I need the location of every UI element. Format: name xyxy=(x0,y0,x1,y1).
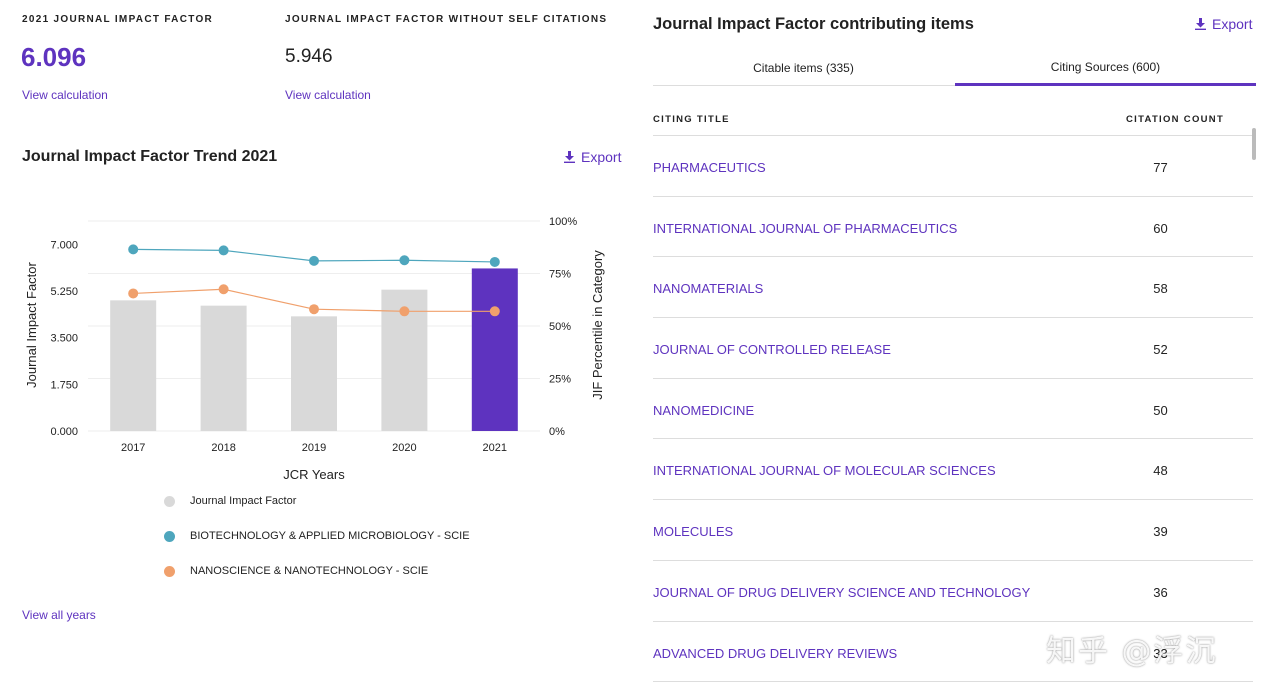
y2-tick-label: 0% xyxy=(549,426,565,438)
jif-bar xyxy=(291,316,337,431)
series-point xyxy=(218,245,229,256)
citation-count: 36 xyxy=(1153,584,1168,600)
jif-bar xyxy=(471,268,518,431)
legend-label-jif: Journal Impact Factor xyxy=(190,495,297,507)
trend-title: Journal Impact Factor Trend 2021 xyxy=(22,148,278,165)
tab-citable-items[interactable]: Citable items (335) xyxy=(753,61,854,75)
x-tick-label: 2019 xyxy=(302,442,326,454)
citing-title-link[interactable]: INTERNATIONAL JOURNAL OF MOLECULAR SCIEN… xyxy=(653,463,996,479)
y-tick-label: 3.500 xyxy=(50,333,78,345)
x-tick-label: 2021 xyxy=(483,442,507,454)
x-tick-label: 2017 xyxy=(121,442,145,454)
y-tick-label: 7.000 xyxy=(50,239,78,251)
legend-item-biotech: BIOTECHNOLOGY & APPLIED MICROBIOLOGY - S… xyxy=(164,530,470,542)
series-point xyxy=(399,306,410,317)
view-all-years-link[interactable]: View all years xyxy=(22,608,96,622)
table-row: JOURNAL OF DRUG DELIVERY SCIENCE AND TEC… xyxy=(653,561,1253,622)
x-tick-label: 2018 xyxy=(211,442,235,454)
jif-bar xyxy=(110,300,157,431)
series-point xyxy=(489,256,500,267)
jif-without-self-view-calculation-link[interactable]: View calculation xyxy=(285,88,371,102)
citation-count: 39 xyxy=(1153,524,1168,540)
legend-label-biotech: BIOTECHNOLOGY & APPLIED MICROBIOLOGY - S… xyxy=(190,530,470,542)
table-row: ADVANCED DRUG DELIVERY REVIEWS 33 xyxy=(653,622,1253,683)
jif-trend-chart: 0.000 1.750 3.500 5.250 7.000 0% 25% 50% 75% 100… xyxy=(24,216,605,482)
download-icon xyxy=(1195,18,1206,30)
column-header-citation-count[interactable]: CITATION COUNT xyxy=(1126,114,1225,125)
contrib-title: Journal Impact Factor contributing items xyxy=(653,15,974,33)
table-row: JOURNAL OF CONTROLLED RELEASE 52 xyxy=(653,318,1253,379)
watermark: 知乎 @浮沉 xyxy=(1046,634,1218,669)
table-row: PHARMACEUTICS 77 xyxy=(653,136,1253,197)
y-tick-label: 5.250 xyxy=(50,286,78,298)
legend-dot-nano xyxy=(164,565,175,577)
download-icon xyxy=(564,151,575,163)
series-point xyxy=(309,304,319,315)
jif-without-self-value: 5.946 xyxy=(285,46,333,67)
citing-title-link[interactable]: JOURNAL OF CONTROLLED RELEASE xyxy=(653,342,891,358)
citing-title-link[interactable]: INTERNATIONAL JOURNAL OF PHARMACEUTICS xyxy=(653,220,958,236)
legend-label-nano: NANOSCIENCE & NANOTECHNOLOGY - SCIE xyxy=(190,565,429,577)
citation-count: 77 xyxy=(1153,160,1168,175)
y2-axis-title: JIF Percentile in Category xyxy=(590,250,605,400)
x-axis-title: JCR Years xyxy=(283,467,345,482)
citing-title-link[interactable]: NANOMATERIALS xyxy=(653,281,764,297)
y2-tick-label: 100% xyxy=(549,216,577,228)
header-divider xyxy=(653,135,1253,136)
citation-count: 58 xyxy=(1153,281,1168,297)
series-point xyxy=(128,288,139,299)
table-row: NANOMEDICINE 50 xyxy=(653,379,1253,440)
contrib-export-button[interactable]: Export xyxy=(1195,16,1252,32)
citing-sources-table: PHARMACEUTICS 77 INTERNATIONAL JOURNAL OF … xyxy=(653,136,1253,683)
tab-citing-sources[interactable]: Citing Sources (600) xyxy=(955,50,1256,86)
citing-title-link[interactable]: JOURNAL OF DRUG DELIVERY SCIENCE AND TEC… xyxy=(653,584,1031,600)
column-header-citing-title[interactable]: CITING TITLE xyxy=(653,114,730,125)
jif-bar xyxy=(200,305,247,431)
y2-tick-label: 75% xyxy=(549,269,571,281)
citing-title-link[interactable]: PHARMACEUTICS xyxy=(653,160,766,175)
series-point xyxy=(309,255,319,266)
table-row: INTERNATIONAL JOURNAL OF PHARMACEUTICS 60 xyxy=(653,197,1253,258)
legend-dot-biotech xyxy=(164,530,175,542)
jif-view-calculation-link[interactable]: View calculation xyxy=(22,88,108,102)
y-axis-title: Journal Impact Factor xyxy=(24,261,39,387)
citation-count: 48 xyxy=(1153,463,1168,479)
citation-count: 52 xyxy=(1153,342,1168,358)
table-scrollbar[interactable] xyxy=(1252,128,1256,160)
contrib-tabs: Citable items (335) Citing Sources (600) xyxy=(653,50,1256,86)
y-tick-label: 0.000 xyxy=(50,426,78,438)
citation-count: 33 xyxy=(1153,645,1168,661)
table-row: NANOMATERIALS 58 xyxy=(653,257,1253,319)
x-tick-label: 2020 xyxy=(392,442,416,454)
table-row: INTERNATIONAL JOURNAL OF MOLECULAR SCIEN… xyxy=(653,439,1253,501)
jif-label: 2021 JOURNAL IMPACT FACTOR xyxy=(22,14,214,25)
legend-dot-jif xyxy=(164,495,175,507)
trend-export-label: Export xyxy=(581,149,622,165)
citation-count: 60 xyxy=(1153,220,1168,236)
contrib-export-label: Export xyxy=(1212,16,1253,32)
citing-title-link[interactable]: MOLECULES xyxy=(653,524,734,540)
jif-value: 6.096 xyxy=(21,42,87,72)
legend-item-nano: NANOSCIENCE & NANOTECHNOLOGY - SCIE xyxy=(164,565,428,577)
y2-tick-label: 25% xyxy=(549,374,571,386)
table-row: MOLECULES 39 xyxy=(653,500,1253,561)
y-tick-label: 1.750 xyxy=(50,379,78,391)
series-point xyxy=(489,306,500,317)
legend-item-jif: Journal Impact Factor xyxy=(164,495,296,507)
series-point xyxy=(218,284,229,295)
citing-title-link[interactable]: ADVANCED DRUG DELIVERY REVIEWS xyxy=(653,645,898,661)
citing-title-link[interactable]: NANOMEDICINE xyxy=(653,402,755,418)
y2-tick-label: 50% xyxy=(549,321,571,333)
series-point xyxy=(399,255,410,266)
trend-export-button[interactable]: Export xyxy=(564,149,621,165)
jif-without-self-label: JOURNAL IMPACT FACTOR WITHOUT SELF CITAT… xyxy=(285,14,608,25)
citation-count: 50 xyxy=(1153,402,1168,418)
series-point xyxy=(128,244,139,255)
